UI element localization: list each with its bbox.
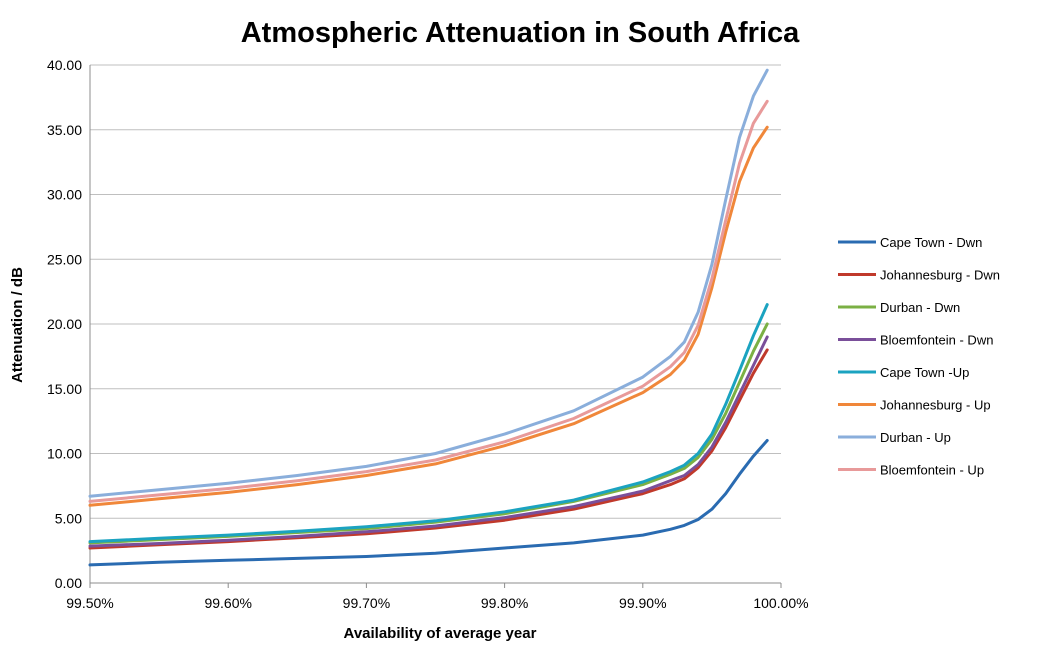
x-tick-label: 99.90% — [619, 595, 666, 611]
y-tick-label: 30.00 — [47, 187, 82, 203]
x-tick-label: 100.00% — [753, 595, 808, 611]
legend-label: Durban - Dwn — [880, 300, 960, 315]
legend-label: Durban - Up — [880, 430, 951, 445]
y-tick-label: 0.00 — [55, 575, 82, 591]
x-tick-label: 99.70% — [343, 595, 390, 611]
y-tick-label: 35.00 — [47, 122, 82, 138]
gridlines — [90, 64, 781, 519]
x-tick-label: 99.60% — [204, 595, 251, 611]
y-tick-label: 20.00 — [47, 316, 82, 332]
legend: Cape Town - Dwn Johannesburg - Dwn Durban … — [838, 235, 1000, 478]
x-tick-label: 99.50% — [66, 595, 113, 611]
series-line-5 — [88, 303, 769, 544]
series-line-1 — [88, 439, 769, 567]
y-tick-label: 40.00 — [47, 57, 82, 73]
series-line-7 — [88, 68, 769, 498]
legend-label: Bloemfontein - Up — [880, 463, 984, 478]
series-lines — [88, 68, 769, 567]
series-line-3 — [88, 322, 769, 545]
y-axis-title: Attenuation / dB — [9, 267, 26, 383]
legend-label: Johannesburg - Dwn — [880, 268, 1000, 283]
series-line-8 — [88, 99, 769, 503]
legend-label: Bloemfontein - Dwn — [880, 333, 993, 348]
legend-label: Johannesburg - Up — [880, 398, 991, 413]
series-line-6 — [88, 125, 769, 507]
x-tick-label: 99.80% — [481, 595, 528, 611]
chart-title: Atmospheric Attenuation in South Africa — [241, 17, 800, 49]
y-tick-label: 15.00 — [47, 381, 82, 397]
x-axis-title: Availability of average year — [344, 625, 537, 642]
y-tick-label: 10.00 — [47, 446, 82, 462]
axes: 0.00 5.00 10.00 15.00 20.00 25.00 30.00 35.00 40… — [47, 57, 809, 611]
y-tick-label: 5.00 — [55, 510, 82, 526]
series-line-4 — [88, 335, 769, 548]
legend-label: Cape Town -Up — [880, 365, 969, 380]
y-tick-label: 25.00 — [47, 251, 82, 267]
legend-label: Cape Town - Dwn — [880, 235, 982, 250]
